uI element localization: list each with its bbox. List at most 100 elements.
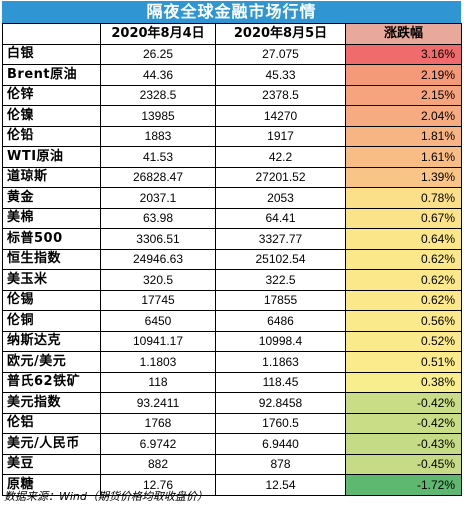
change-percent: 1.61% (345, 146, 462, 168)
instrument-name: 伦镍 (2, 105, 101, 127)
instrument-name: WTI原油 (2, 146, 101, 168)
price-day-1: 6.9742 (100, 433, 216, 455)
price-day-2: 118.45 (215, 371, 346, 393)
table-row: 美豆 882 878 -0.45% (2, 453, 462, 475)
instrument-name: 道琼斯 (2, 166, 101, 188)
price-day-1: 93.2411 (100, 392, 216, 414)
price-day-2: 92.8458 (215, 392, 346, 414)
header-change: 涨跌幅 (345, 23, 462, 45)
table-row: 标普500 3306.51 3327.77 0.64% (2, 228, 462, 250)
table-row: 伦铝 1768 1760.5 -0.42% (2, 412, 462, 434)
price-day-1: 882 (100, 453, 216, 475)
change-percent: -0.42% (345, 412, 462, 434)
table-row: 伦锌 2328.5 2378.5 2.15% (2, 84, 462, 106)
change-percent: -0.45% (345, 453, 462, 475)
change-percent: -0.42% (345, 392, 462, 414)
change-percent: 0.51% (345, 351, 462, 373)
source-note: 数据来源：Wind（期货价格均取收盘价） (4, 490, 208, 503)
price-day-2: 878 (215, 453, 346, 475)
table-row: 美元/人民币 6.9742 6.9440 -0.43% (2, 433, 462, 455)
price-day-1: 118 (100, 371, 216, 393)
instrument-name: 普氏62铁矿 (2, 371, 101, 393)
price-day-2: 25102.54 (215, 248, 346, 270)
price-day-2: 42.2 (215, 146, 346, 168)
price-day-2: 10998.4 (215, 330, 346, 352)
change-percent: 0.64% (345, 228, 462, 250)
header-date-1: 2020年8月4日 (100, 23, 216, 45)
price-day-2: 12.54 (215, 474, 346, 496)
price-day-2: 322.5 (215, 269, 346, 291)
instrument-name: 伦锌 (2, 84, 101, 106)
price-day-2: 2378.5 (215, 84, 346, 106)
table-row: 美玉米 320.5 322.5 0.62% (2, 269, 462, 291)
change-percent: 0.62% (345, 269, 462, 291)
table-row: 白银 26.25 27.075 3.16% (2, 43, 462, 65)
instrument-name: 伦锡 (2, 289, 101, 311)
price-day-2: 2053 (215, 187, 346, 209)
table-row: 道琼斯 26828.47 27201.52 1.39% (2, 166, 462, 188)
price-day-1: 26828.47 (100, 166, 216, 188)
header-date-2: 2020年8月5日 (215, 23, 346, 45)
price-day-2: 14270 (215, 105, 346, 127)
price-day-1: 63.98 (100, 207, 216, 229)
price-day-1: 17745 (100, 289, 216, 311)
instrument-name: 纳斯达克 (2, 330, 101, 352)
table-row: 伦铜 6450 6486 0.56% (2, 310, 462, 332)
price-day-1: 44.36 (100, 64, 216, 86)
price-day-1: 24946.63 (100, 248, 216, 270)
change-percent: 2.04% (345, 105, 462, 127)
change-percent: 2.19% (345, 64, 462, 86)
table-row: 恒生指数 24946.63 25102.54 0.62% (2, 248, 462, 270)
table-row: 伦镍 13985 14270 2.04% (2, 105, 462, 127)
table-row: 普氏62铁矿 118 118.45 0.38% (2, 371, 462, 393)
table-row: 伦铅 1883 1917 1.81% (2, 125, 462, 147)
table-row: Brent原油 44.36 45.33 2.19% (2, 64, 462, 86)
price-day-2: 6.9440 (215, 433, 346, 455)
price-day-2: 6486 (215, 310, 346, 332)
table-row: 美元指数 93.2411 92.8458 -0.42% (2, 392, 462, 414)
price-day-1: 1.1803 (100, 351, 216, 373)
header-name (2, 23, 101, 45)
instrument-name: 白银 (2, 43, 101, 65)
change-percent: 2.15% (345, 84, 462, 106)
instrument-name: 美豆 (2, 453, 101, 475)
market-table: 2020年8月4日 2020年8月5日 涨跌幅 白银 26.25 27.075 3.1… (2, 23, 462, 496)
instrument-name: 伦铜 (2, 310, 101, 332)
header-row: 2020年8月4日 2020年8月5日 涨跌幅 (2, 23, 462, 45)
price-day-2: 1760.5 (215, 412, 346, 434)
instrument-name: 美棉 (2, 207, 101, 229)
change-percent: -0.43% (345, 433, 462, 455)
instrument-name: 美玉米 (2, 269, 101, 291)
change-percent: 0.62% (345, 248, 462, 270)
table-row: 原糖 12.76 12.54 -1.72% (2, 474, 462, 496)
change-percent: 0.38% (345, 371, 462, 393)
instrument-name: 伦铅 (2, 125, 101, 147)
instrument-name: 美元指数 (2, 392, 101, 414)
price-day-1: 26.25 (100, 43, 216, 65)
change-percent: 0.52% (345, 330, 462, 352)
table-row: WTI原油 41.53 42.2 1.61% (2, 146, 462, 168)
table-row: 纳斯达克 10941.17 10998.4 0.52% (2, 330, 462, 352)
price-day-1: 320.5 (100, 269, 216, 291)
instrument-name: 欧元/美元 (2, 351, 101, 373)
price-day-2: 64.41 (215, 207, 346, 229)
change-percent: 0.56% (345, 310, 462, 332)
instrument-name: 标普500 (2, 228, 101, 250)
table-row: 美棉 63.98 64.41 0.67% (2, 207, 462, 229)
instrument-name: 恒生指数 (2, 248, 101, 270)
price-day-1: 41.53 (100, 146, 216, 168)
price-day-2: 27.075 (215, 43, 346, 65)
price-day-2: 3327.77 (215, 228, 346, 250)
table-row: 欧元/美元 1.1803 1.1863 0.51% (2, 351, 462, 373)
change-percent: 0.62% (345, 289, 462, 311)
instrument-name: 美元/人民币 (2, 433, 101, 455)
change-percent: 1.81% (345, 125, 462, 147)
price-day-1: 1768 (100, 412, 216, 434)
price-day-1: 2037.1 (100, 187, 216, 209)
price-day-2: 17855 (215, 289, 346, 311)
change-percent: -1.72% (345, 474, 462, 496)
change-percent: 0.78% (345, 187, 462, 209)
change-percent: 1.39% (345, 166, 462, 188)
table-row: 伦锡 17745 17855 0.62% (2, 289, 462, 311)
price-day-1: 13985 (100, 105, 216, 127)
